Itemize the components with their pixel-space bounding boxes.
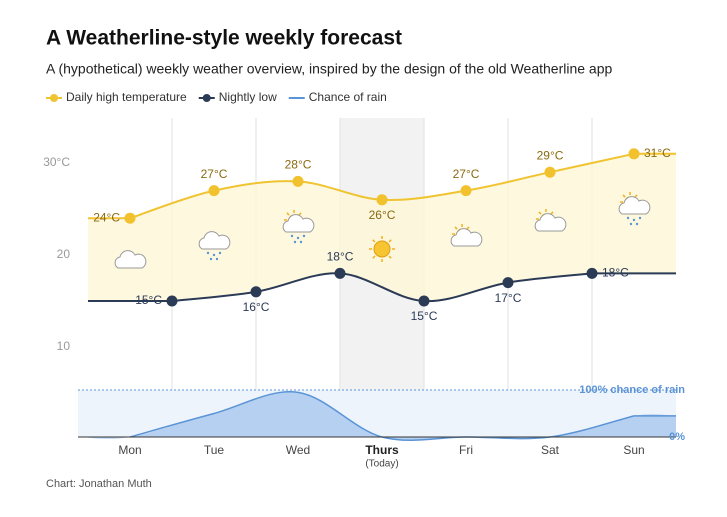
high-point: [124, 212, 136, 224]
rain-drop: [209, 257, 213, 261]
rain-drop: [290, 234, 294, 238]
rain-drop: [629, 222, 633, 226]
sun-ray: [372, 239, 376, 243]
cloud: [450, 228, 483, 247]
x-tick-label: Sun: [623, 443, 644, 457]
x-tick-label: Thurs: [365, 443, 399, 457]
rain-drop: [218, 251, 222, 255]
temperature-range: [88, 152, 676, 302]
x-tick-label: Fri: [459, 443, 473, 457]
low-point: [418, 295, 430, 307]
x-tick-label: Sat: [541, 443, 560, 457]
today-label: (Today): [365, 459, 398, 470]
low-value-label: 16°C: [243, 300, 270, 314]
y-tick-label: 20: [57, 247, 71, 261]
weather-icon: [198, 231, 231, 261]
low-value-label: 15°C: [135, 293, 162, 307]
cloud: [618, 196, 651, 215]
high-value-label: 31°C: [644, 146, 671, 160]
y2-tick-label: 0%: [669, 431, 685, 443]
weather-icon: [618, 192, 651, 226]
rain-drop: [638, 216, 642, 220]
low-point: [250, 286, 262, 298]
high-point: [544, 166, 556, 178]
rain-drop: [302, 234, 306, 238]
high-value-label: 29°C: [537, 148, 564, 162]
sun-ray: [388, 255, 392, 259]
y2-tick-label: 100% chance of rain: [579, 384, 685, 396]
rain-drop: [215, 257, 219, 261]
sun-ray: [286, 212, 290, 216]
low-value-label: 17°C: [495, 291, 522, 305]
high-value-label: 27°C: [201, 167, 228, 181]
high-point: [292, 175, 304, 187]
legend-dot: [202, 94, 211, 102]
sun-ray: [538, 211, 542, 215]
low-point: [586, 267, 598, 279]
sun-ray: [372, 255, 376, 259]
x-tick-label: Tue: [204, 443, 225, 457]
rain-drop: [293, 240, 297, 244]
rain-drop: [626, 216, 630, 220]
high-value-label: 27°C: [453, 167, 480, 181]
rain-drop: [632, 218, 636, 222]
rain-area: [78, 391, 676, 441]
source: Chart: Jonathan Muth: [46, 478, 152, 490]
legend-dot: [50, 94, 58, 102]
weather-icon: [534, 209, 567, 232]
rain-drop: [212, 253, 216, 257]
weather-icon: [450, 224, 483, 247]
low-value-label: 18°C: [327, 250, 354, 264]
x-tick-label: Mon: [118, 443, 141, 457]
high-point: [628, 148, 640, 160]
sun-ray: [454, 226, 458, 230]
high-point: [376, 194, 388, 206]
weather-icon: [282, 210, 315, 244]
high-point: [460, 185, 472, 197]
sun-ray: [388, 239, 392, 243]
weather-icon: [369, 236, 395, 262]
sun: [373, 240, 391, 258]
high-value-label: 28°C: [285, 158, 312, 172]
weather-icon: [114, 250, 147, 269]
legend-label: Daily high temperature: [66, 90, 187, 104]
high-value-label: 24°C: [93, 210, 120, 224]
cloud: [198, 231, 231, 250]
rain-drop: [635, 222, 639, 226]
high-value-label: 26°C: [369, 208, 396, 222]
low-point: [166, 295, 178, 307]
low-point: [502, 277, 514, 289]
sun-ray: [622, 194, 626, 198]
rain-drop: [206, 251, 210, 255]
high-point: [208, 185, 220, 197]
x-tick-label: Wed: [286, 443, 310, 457]
chart-title: A Weatherline-style weekly forecast: [46, 27, 402, 50]
cloud: [114, 250, 147, 269]
y-tick-label: 10: [57, 339, 71, 353]
low-value-label: 18°C: [602, 266, 629, 280]
low-point: [334, 267, 346, 279]
chart-subtitle: A (hypothetical) weekly weather overview…: [46, 61, 613, 77]
rain-drop: [299, 240, 303, 244]
rain-drop: [296, 236, 300, 240]
low-value-label: 15°C: [411, 309, 438, 323]
y-tick-label: 30°C: [43, 155, 70, 169]
cloud: [282, 214, 315, 233]
legend-label: Chance of rain: [309, 90, 387, 104]
low-line: [171, 272, 593, 303]
cloud: [534, 213, 567, 232]
legend-label: Nightly low: [219, 90, 277, 104]
